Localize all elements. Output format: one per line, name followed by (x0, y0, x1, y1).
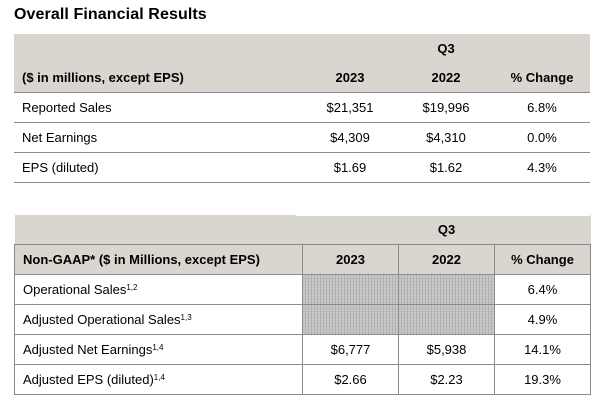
value-change: 19.3% (494, 364, 591, 395)
column-header-row: Non-GAAP* ($ in Millions, except EPS) 20… (14, 244, 591, 275)
page-title: Overall Financial Results (14, 6, 207, 23)
value-change: 6.8% (494, 92, 590, 123)
value-change: 0.0% (494, 122, 590, 153)
row-label: EPS (diluted) (14, 152, 302, 183)
header-empty-cell (14, 215, 303, 245)
row-label-text: Adjusted Net Earnings (23, 342, 153, 357)
header-empty-cell (302, 215, 399, 245)
units-header: Non-GAAP* ($ in Millions, except EPS) (14, 244, 303, 275)
table-row: Reported Sales $21,351 $19,996 6.8% (14, 92, 590, 123)
row-label: Net Earnings (14, 122, 302, 153)
column-header-row: ($ in millions, except EPS) 2023 2022 % … (14, 63, 590, 93)
header-empty-cell (14, 34, 302, 63)
column-header-2023: 2023 (302, 63, 398, 93)
value-2023: $1.69 (302, 152, 398, 183)
column-header-change: % Change (494, 63, 590, 93)
row-label: Adjusted Operational Sales1,3 (14, 304, 303, 335)
row-label: Adjusted Net Earnings1,4 (14, 334, 303, 365)
value-2023: $6,777 (302, 334, 399, 365)
financial-results-table: Q3 ($ in millions, except EPS) 2023 2022… (14, 34, 590, 183)
footnote-ref: 1,3 (180, 313, 192, 322)
table-row: Operational Sales1,2 6.4% (14, 274, 591, 305)
table-row: Net Earnings $4,309 $4,310 0.0% (14, 122, 590, 153)
value-change: 6.4% (494, 274, 591, 305)
row-label-text: Adjusted EPS (diluted) (23, 372, 154, 387)
row-label-text: Operational Sales (23, 282, 127, 297)
table-row: Adjusted Net Earnings1,4 $6,777 $5,938 1… (14, 334, 591, 365)
column-header-2022: 2022 (398, 244, 495, 275)
row-label: Adjusted EPS (diluted)1,4 (14, 364, 303, 395)
units-header: ($ in millions, except EPS) (14, 63, 302, 93)
redacted-cell (398, 274, 495, 305)
value-change: 4.3% (494, 152, 590, 183)
column-header-change: % Change (494, 244, 591, 275)
value-change: 14.1% (494, 334, 591, 365)
redacted-cell (302, 274, 399, 305)
table-row: EPS (diluted) $1.69 $1.62 4.3% (14, 152, 590, 183)
row-label: Operational Sales1,2 (14, 274, 303, 305)
row-label: Reported Sales (14, 92, 302, 123)
footnote-ref: 1,4 (152, 343, 164, 352)
value-2022: $2.23 (398, 364, 495, 395)
value-2023: $4,309 (302, 122, 398, 153)
header-divider (296, 213, 590, 216)
non-gaap-results-table: Q3 Non-GAAP* ($ in Millions, except EPS)… (14, 215, 591, 395)
header-empty-cell (494, 34, 590, 63)
header-empty-cell (494, 215, 591, 245)
redacted-cell (302, 304, 399, 335)
redacted-cell (398, 304, 495, 335)
period-header-row: Q3 (14, 215, 591, 245)
column-header-2023: 2023 (302, 244, 399, 275)
column-header-2022: 2022 (398, 63, 494, 93)
value-2022: $19,996 (398, 92, 494, 123)
period-label: Q3 (398, 215, 495, 245)
row-label-text: Adjusted Operational Sales (23, 312, 181, 327)
footnote-ref: 1,4 (153, 373, 165, 382)
table-row: Adjusted Operational Sales1,3 4.9% (14, 304, 591, 335)
footnote-ref: 1,2 (126, 283, 138, 292)
period-header-row: Q3 (14, 34, 590, 63)
value-2022: $5,938 (398, 334, 495, 365)
value-2023: $2.66 (302, 364, 399, 395)
period-label: Q3 (398, 34, 494, 63)
header-empty-cell (302, 34, 398, 63)
value-2023: $21,351 (302, 92, 398, 123)
table-row: Adjusted EPS (diluted)1,4 $2.66 $2.23 19… (14, 364, 591, 395)
value-change: 4.9% (494, 304, 591, 335)
value-2022: $1.62 (398, 152, 494, 183)
value-2022: $4,310 (398, 122, 494, 153)
